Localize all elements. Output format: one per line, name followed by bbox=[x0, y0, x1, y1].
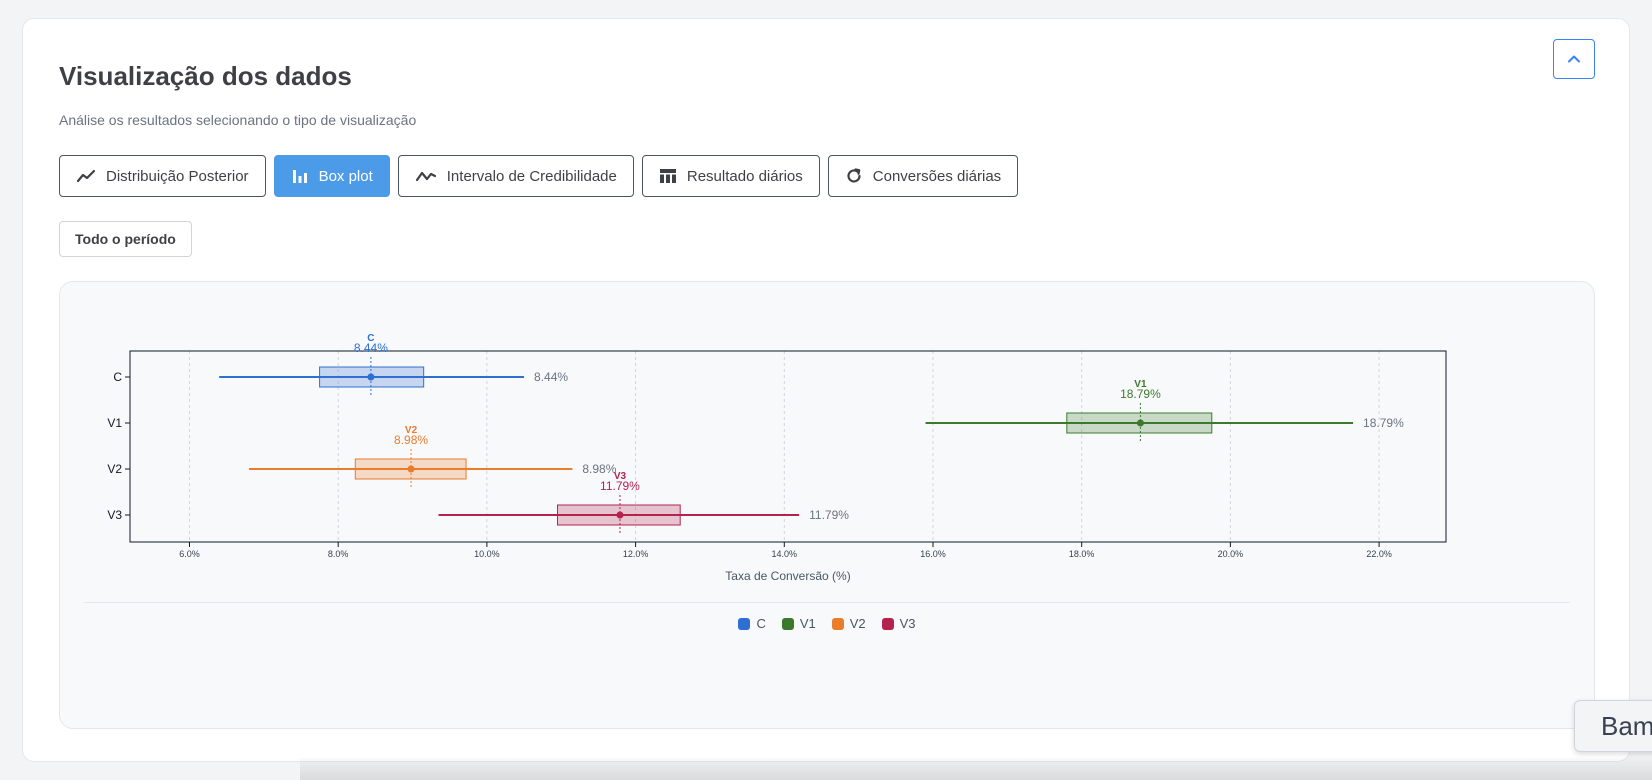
toast-notification[interactable]: Bam bbox=[1574, 700, 1652, 752]
median-point-V1 bbox=[1136, 419, 1144, 427]
y-tick-label: C bbox=[113, 370, 122, 384]
chevron-up-icon bbox=[1568, 55, 1580, 63]
section-title: Visualização dos dados bbox=[59, 61, 352, 91]
bottom-shadow bbox=[300, 758, 1652, 780]
chart-legend: C V1 V2 V3 bbox=[60, 616, 1594, 631]
tab-credibility-interval[interactable]: Intervalo de Credibilidade bbox=[397, 155, 634, 197]
tab-daily-results[interactable]: Resultado diários bbox=[641, 155, 820, 197]
value-label-V2: 8.98% bbox=[582, 462, 616, 476]
legend-swatch bbox=[881, 617, 894, 630]
period-filter-button[interactable]: Todo o período bbox=[59, 221, 192, 257]
value-label-V1: 18.79% bbox=[1363, 416, 1404, 430]
x-tick-label: 14.0% bbox=[772, 549, 798, 559]
x-tick-label: 16.0% bbox=[920, 549, 946, 559]
chart-panel: 6.0% 8.0% 10.0% 12.0% 14.0% 16.0% 18.0% 20.0% 22… bbox=[59, 281, 1595, 729]
data-visualization-card: Visualização dos dados Análise os result… bbox=[22, 18, 1630, 762]
x-tick-label: 10.0% bbox=[474, 549, 500, 559]
x-tick-label: 8.0% bbox=[328, 549, 349, 559]
plot-frame bbox=[129, 350, 1447, 543]
bar-chart-icon bbox=[291, 168, 309, 184]
annotation-name-C: C bbox=[367, 333, 374, 344]
x-tick-label: 20.0% bbox=[1218, 549, 1244, 559]
x-tick-label: 22.0% bbox=[1366, 549, 1392, 559]
annotation-name-V1: V1 bbox=[1134, 379, 1147, 390]
section-subtitle: Análise os resultados selecionando o tip… bbox=[59, 112, 417, 128]
x-tick-label: 6.0% bbox=[179, 549, 200, 559]
tab-label: Intervalo de Credibilidade bbox=[446, 167, 617, 185]
annotation-value-V2: 8.98% bbox=[394, 433, 428, 447]
legend-item-v3[interactable]: V3 bbox=[881, 616, 916, 631]
legend-divider bbox=[84, 602, 1570, 603]
tab-daily-conversions[interactable]: Conversões diárias bbox=[827, 155, 1019, 197]
legend-label: V2 bbox=[849, 616, 866, 631]
annotation-name-V2: V2 bbox=[405, 425, 418, 436]
annotation-name-V3: V3 bbox=[614, 471, 627, 482]
y-tick-label: V3 bbox=[107, 508, 122, 522]
annotation-value-V1: 18.79% bbox=[1120, 387, 1161, 401]
line-chart-icon bbox=[76, 168, 96, 184]
value-label-C: 8.44% bbox=[534, 370, 568, 384]
tab-label: Box plot bbox=[318, 167, 373, 185]
refresh-icon bbox=[845, 167, 863, 185]
x-tick-label: 12.0% bbox=[623, 549, 649, 559]
median-point-V3 bbox=[616, 511, 624, 519]
legend-item-c[interactable]: C bbox=[738, 616, 766, 631]
x-tick-label: 18.0% bbox=[1069, 549, 1095, 559]
annotation-value-V3: 11.79% bbox=[600, 479, 640, 493]
legend-swatch bbox=[781, 617, 794, 630]
collapse-button[interactable] bbox=[1553, 39, 1595, 79]
median-point-V2 bbox=[407, 465, 415, 473]
visualization-tabs: Distribuição Posterior Box plot Interval… bbox=[59, 155, 1019, 197]
line-chart-icon bbox=[415, 168, 437, 184]
value-label-V3: 11.79% bbox=[809, 508, 849, 522]
legend-label: C bbox=[756, 616, 766, 631]
median-point-C bbox=[367, 373, 375, 381]
legend-label: V3 bbox=[899, 616, 916, 631]
legend-item-v1[interactable]: V1 bbox=[781, 616, 816, 631]
legend-item-v2[interactable]: V2 bbox=[831, 616, 866, 631]
legend-swatch bbox=[831, 617, 844, 630]
table-icon bbox=[659, 168, 677, 184]
tab-box-plot[interactable]: Box plot bbox=[273, 155, 390, 197]
tab-label: Conversões diárias bbox=[872, 167, 1002, 185]
legend-label: V1 bbox=[799, 616, 816, 631]
tab-label: Resultado diários bbox=[686, 167, 803, 185]
annotation-value-C: 8.44% bbox=[354, 341, 388, 355]
y-tick-label: V1 bbox=[107, 416, 122, 430]
x-axis-label: Taxa de Conversão (%) bbox=[725, 569, 850, 583]
tab-posterior-distribution[interactable]: Distribuição Posterior bbox=[59, 155, 266, 197]
tab-label: Distribuição Posterior bbox=[106, 167, 249, 185]
box-plot-chart: 6.0% 8.0% 10.0% 12.0% 14.0% 16.0% 18.0% 20.0% 22… bbox=[107, 333, 1447, 583]
legend-swatch bbox=[738, 617, 751, 630]
y-tick-label: V2 bbox=[107, 462, 122, 476]
